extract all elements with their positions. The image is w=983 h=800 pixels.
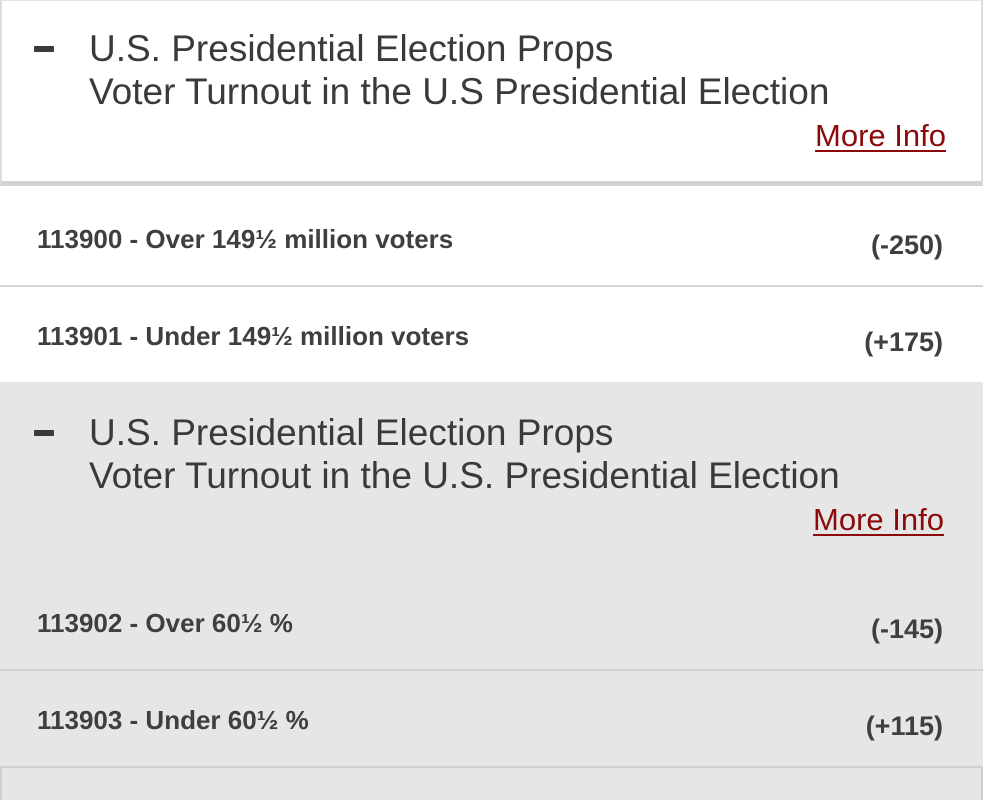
next-section-header [0, 766, 983, 800]
section-category: U.S. Presidential Election Props [89, 412, 614, 453]
bet-option-odds: (+175) [864, 327, 943, 357]
section-title: Voter Turnout in the U.S Presidential El… [89, 71, 830, 112]
bet-option-row[interactable]: 113902 - Over 60½ % (-145) [0, 574, 983, 670]
bet-option-odds: (-250) [870, 230, 943, 260]
section-header-1: U.S. Presidential Election Props Voter T… [0, 0, 983, 186]
more-info-link[interactable]: More Info [813, 502, 944, 537]
bet-option-row[interactable]: 113901 - Under 149½ million voters (+175… [0, 287, 983, 383]
bet-option-label: 113900 - Over 149½ million voters [37, 224, 454, 254]
bet-option-odds: (-145) [870, 614, 943, 644]
section-title: Voter Turnout in the U.S. Presidential E… [89, 455, 840, 496]
bet-option-row[interactable]: 113903 - Under 60½ % (+115) [0, 671, 983, 766]
row-divider [0, 285, 983, 287]
minus-icon[interactable] [34, 46, 54, 52]
bet-option-odds: (+115) [865, 711, 943, 741]
section-header-2: U.S. Presidential Election Props Voter T… [0, 382, 983, 578]
bet-option-label: 113903 - Under 60½ % [37, 705, 309, 735]
more-info-link[interactable]: More Info [815, 118, 946, 153]
minus-icon[interactable] [34, 430, 54, 436]
row-divider [0, 669, 983, 671]
bet-option-row[interactable]: 113900 - Over 149½ million voters (-250) [0, 190, 983, 286]
bet-option-label: 113902 - Over 60½ % [37, 608, 293, 638]
bet-option-label: 113901 - Under 149½ million voters [37, 321, 470, 351]
section-category: U.S. Presidential Election Props [89, 28, 614, 69]
